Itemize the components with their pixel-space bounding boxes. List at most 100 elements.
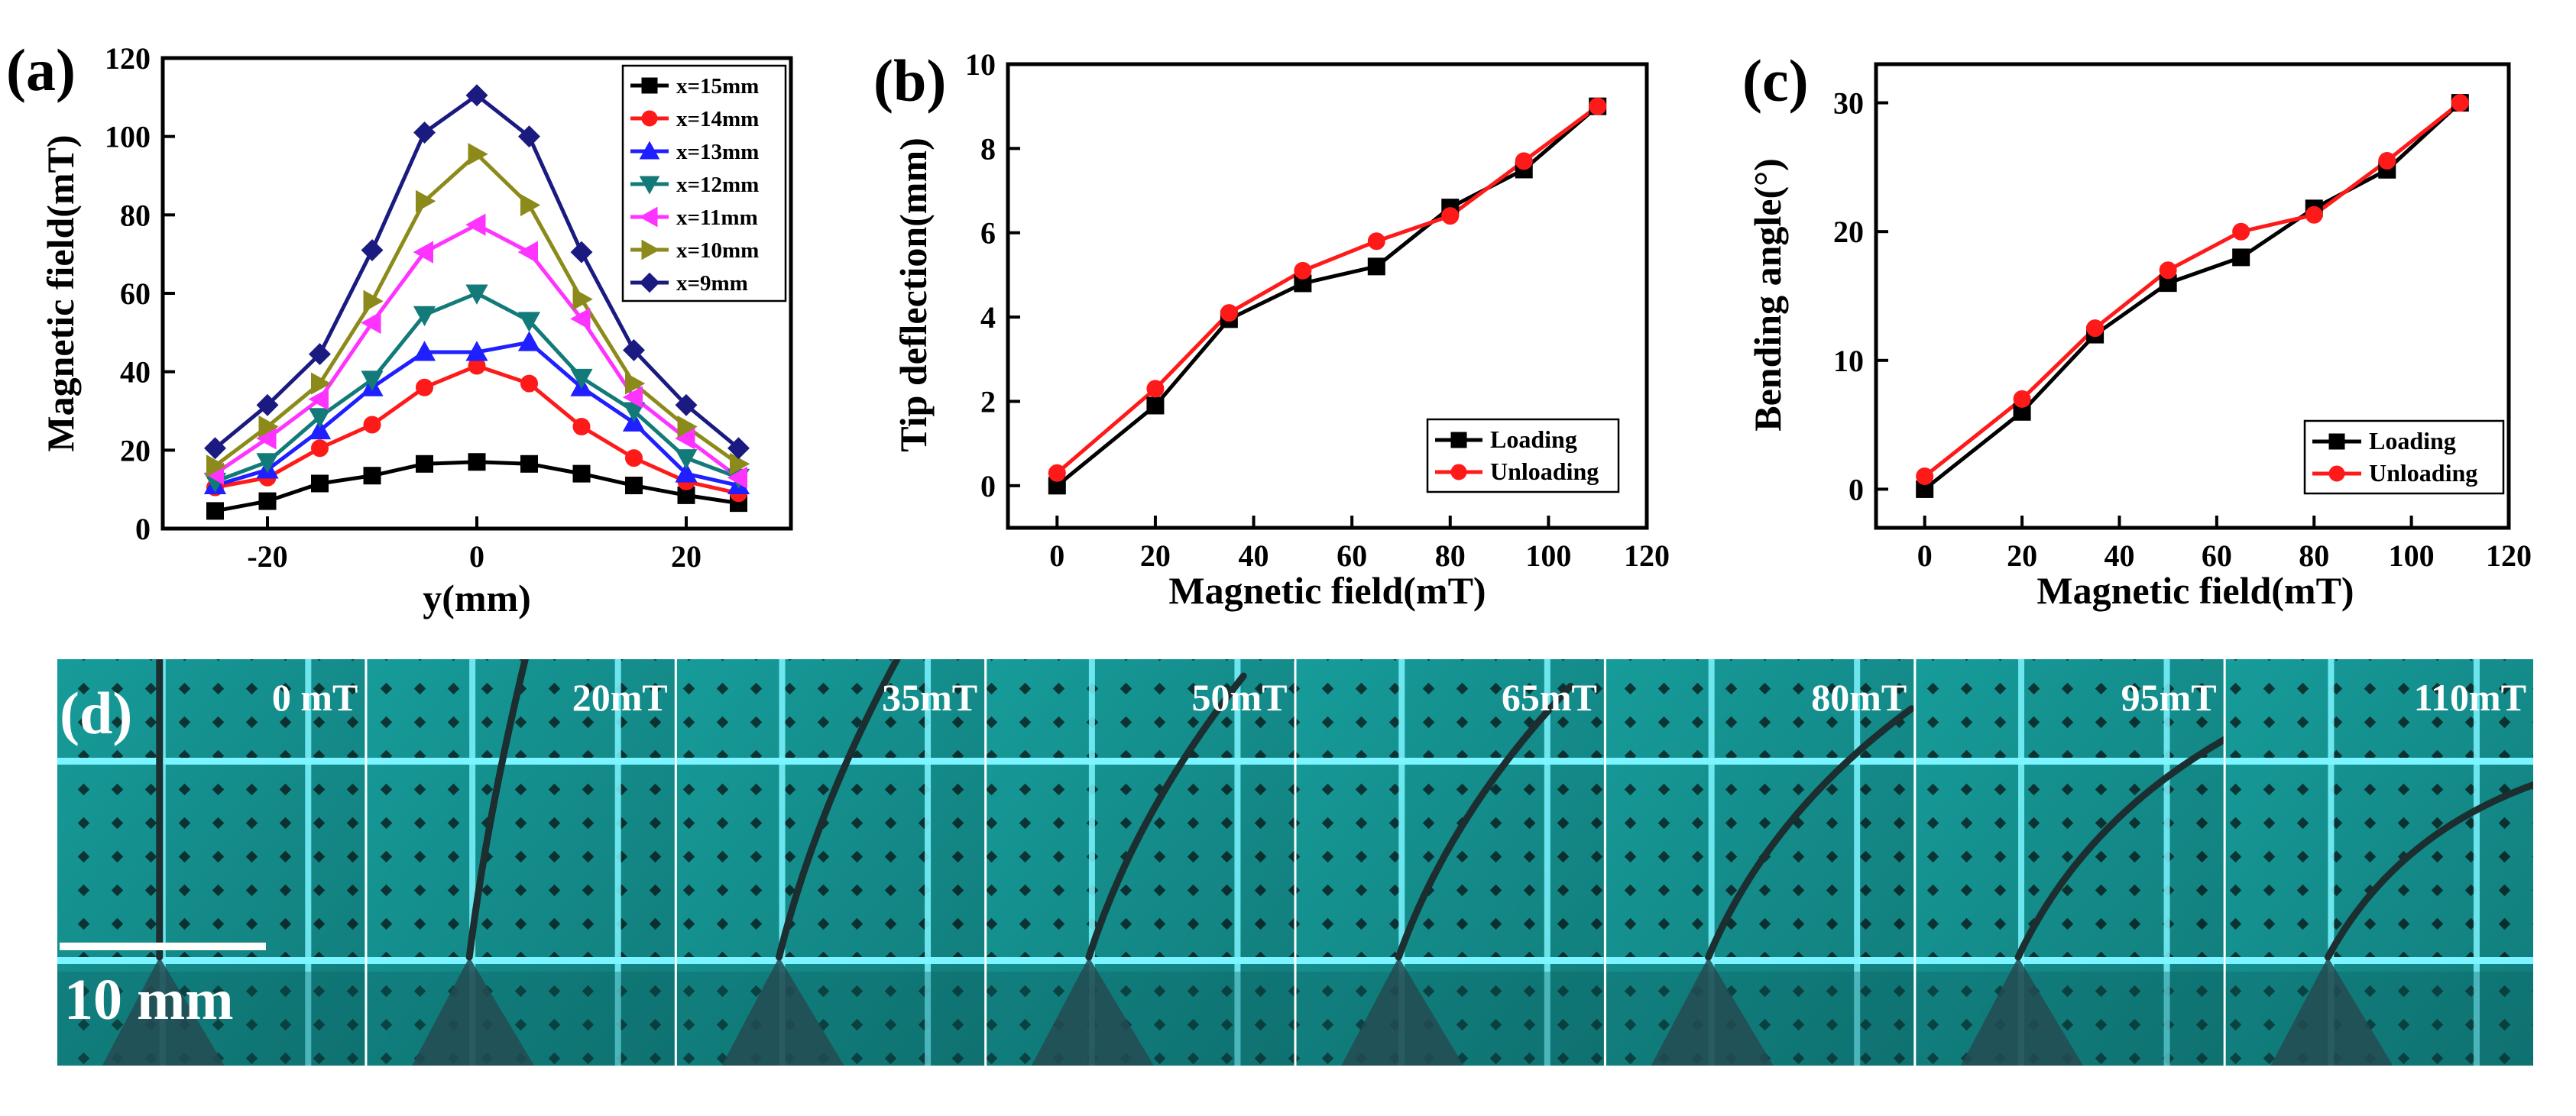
clamp-base [2270, 957, 2393, 1066]
data-point-x=13mm [413, 341, 436, 361]
data-point-x=15mm [625, 477, 643, 495]
grid-line-v [1708, 659, 1715, 1066]
data-point-x=10mm [258, 415, 279, 438]
photo-frame: 20mT [367, 659, 675, 1066]
panel-label-c: (c) [1742, 47, 1809, 114]
frame-field-label: 20mT [572, 676, 668, 719]
data-point-x=13mm [675, 462, 698, 483]
legend-marker-x=10mm [641, 239, 660, 260]
y-tick-label-c: 0 [1849, 472, 1864, 506]
panel-label-d: (d) [60, 680, 132, 746]
data-point-x=11mm [361, 311, 381, 335]
clamp-base [102, 957, 225, 1066]
photo-frame: 35mT [676, 659, 985, 1066]
clamp-base [412, 957, 535, 1066]
data-point-Unloading [2086, 319, 2105, 338]
clamp-base [721, 957, 844, 1066]
beam [1705, 705, 1914, 961]
series-markers-c [1916, 94, 2469, 498]
data-point-x=14mm [363, 416, 381, 434]
data-point-x=11mm [622, 386, 643, 409]
x-axis-label-a: y(mm) [423, 577, 531, 619]
y-axis-label-c: Bending angle(°) [1746, 158, 1789, 432]
data-point-Unloading [2159, 261, 2177, 280]
chart-c: (c) 0 20 40 60 80 100 120 0 10 20 30 Magnetic fiel… [1742, 47, 2532, 612]
x-tick-label-b: 0 [1049, 539, 1064, 573]
data-point-x=10mm [416, 189, 436, 212]
y-tick-label-a: 120 [105, 41, 151, 76]
x-tick-label-b: 80 [1435, 539, 1466, 573]
grid-line-v [1398, 659, 1405, 1066]
grid-line-h [987, 957, 1294, 964]
legend-label-x=15mm: x=15mm [676, 74, 759, 99]
y-tick-label-a: 40 [120, 355, 151, 390]
data-point-Unloading [1515, 152, 1533, 170]
data-point-x=9mm [570, 241, 593, 264]
grid-line-h [987, 758, 1294, 765]
data-point-x=15mm [311, 474, 329, 493]
photo-shade [676, 659, 985, 1066]
data-point-x=10mm [677, 415, 698, 438]
data-point-x=15mm [520, 454, 538, 473]
data-point-x=11mm [413, 241, 433, 264]
y-axis-label-a: Magnetic field(mT) [39, 134, 82, 451]
beam [2324, 781, 2533, 961]
chart-b: (b) 0 20 40 60 80 100 120 0 2 4 6 8 10 Magnetic fiel… [873, 47, 1670, 612]
grid-line-h [367, 957, 675, 964]
legend-marker-x=14mm [641, 110, 658, 127]
photo-shade [2225, 659, 2533, 1066]
legend-marker-Unloading [2328, 465, 2345, 482]
photo-strip-d: 0 mT 20mT 35mT 50mT 65mT 80mT 95mT 110mT (d) 10… [57, 659, 2533, 1066]
legend-label-x=9mm: x=9mm [676, 271, 748, 296]
grid-line-h [1916, 957, 2224, 964]
series-line-Unloading [1923, 101, 2461, 478]
photo-frame: 0 mT [57, 659, 365, 1066]
data-point-Loading [1146, 396, 1165, 415]
data-point-Unloading [2305, 205, 2323, 224]
legend-marker-Loading [1450, 432, 1467, 448]
plot-frame-c [1874, 62, 2511, 530]
series-markers-a [203, 84, 750, 520]
panel-label-a: (a) [6, 37, 76, 103]
series-lines-c [1923, 101, 2461, 491]
data-point-Loading [2232, 248, 2250, 267]
series-line-x=14mm [215, 364, 740, 496]
chart-a: (a) -20 0 20 0 20 40 60 80 100 120 y(mm) Magnetic… [6, 37, 793, 619]
scale-bar-label: 10 mm [64, 968, 234, 1032]
data-point-x=10mm [520, 193, 541, 217]
legend-label-Loading: Loading [1490, 425, 1577, 453]
photo-shade [57, 659, 365, 1066]
frame-field-label: 110mT [2414, 676, 2526, 719]
x-tick-label-a: 0 [469, 539, 484, 574]
clamp-base [1341, 957, 1464, 1066]
beam [1395, 682, 1574, 961]
data-point-x=12mm [361, 370, 384, 391]
legend-marker-x=11mm [639, 206, 658, 228]
x-tick-label-c: 80 [2299, 539, 2329, 573]
data-point-Unloading [1294, 261, 1312, 280]
data-point-x=9mm [204, 437, 226, 460]
data-point-x=10mm [363, 290, 384, 312]
y-tick-label-c: 10 [1833, 344, 1864, 378]
photo-shade [1916, 659, 2224, 1066]
legend-label-Unloading: Unloading [2369, 459, 2477, 487]
y-tick-label-a: 20 [120, 433, 151, 467]
beam [1085, 672, 1247, 961]
y-tick-label-a: 0 [135, 512, 151, 546]
data-point-x=9mm [465, 84, 488, 107]
y-axis-label-b: Tip deflection(mm) [892, 137, 935, 452]
x-axis-label-b: Magnetic field(mT) [1168, 569, 1486, 612]
legend-label-Unloading: Unloading [1490, 458, 1599, 485]
grid-line-v [1234, 659, 1241, 1066]
legend-marker-x=9mm [639, 272, 660, 293]
grid-line-h [2225, 758, 2533, 765]
data-point-x=12mm [517, 312, 541, 332]
grid-line-v [2473, 659, 2480, 1066]
data-point-x=15mm [363, 467, 381, 485]
x-tick-label-b: 40 [1239, 539, 1269, 573]
data-point-x=14mm [416, 378, 433, 396]
y-tick-label-c: 30 [1833, 86, 1864, 121]
beam [2014, 736, 2224, 961]
legend-label-x=11mm: x=11mm [676, 205, 758, 230]
data-point-x=12mm [675, 449, 698, 470]
